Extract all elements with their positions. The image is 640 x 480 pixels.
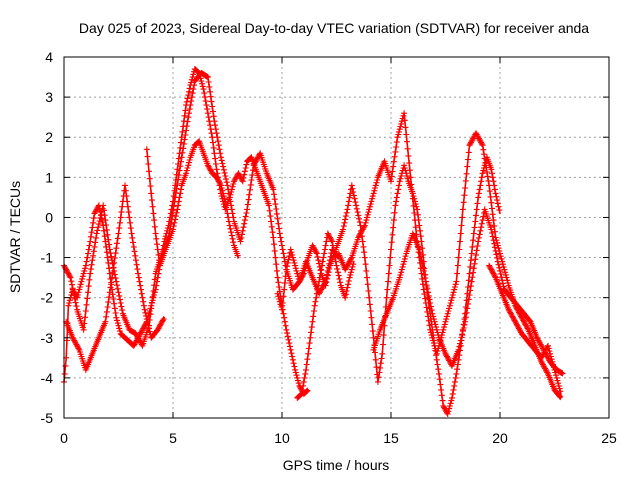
x-tick-label: 20 <box>492 430 508 446</box>
series-satellite-track-1 <box>61 66 311 397</box>
plot-frame <box>63 56 610 419</box>
y-tick-label: 2 <box>45 129 53 145</box>
series-layer <box>61 66 566 417</box>
series-markers <box>63 182 167 373</box>
series-markers <box>61 66 311 397</box>
series-markers <box>486 262 564 395</box>
y-tick-label: 4 <box>45 49 53 65</box>
y-tick-label: -5 <box>41 410 54 426</box>
x-tick-label: 0 <box>60 430 68 446</box>
y-tick-label: 0 <box>45 209 53 225</box>
series-satellite-track-3 <box>63 182 167 373</box>
x-tick-label: 25 <box>601 430 617 446</box>
x-tick-label: 10 <box>274 430 290 446</box>
series-markers <box>143 138 241 269</box>
series-satellite-track-8 <box>486 262 564 395</box>
y-tick-label: -2 <box>41 290 54 306</box>
series-markers <box>370 206 566 377</box>
series-satellite-track-2 <box>61 70 341 349</box>
x-axis-label: GPS time / hours <box>283 457 390 473</box>
y-tick-label: 1 <box>45 169 53 185</box>
grid-layer <box>64 57 609 418</box>
x-tick-label: 5 <box>169 430 177 446</box>
series-line <box>337 112 562 399</box>
series-line <box>63 72 340 347</box>
series-satellite-track-4 <box>143 138 241 269</box>
y-axis-label: SDTVAR / TECUs <box>7 181 23 293</box>
x-tick-label: 15 <box>383 430 399 446</box>
tick-layer: 0 5 10 15 20 25 -5 -4 -3 -2 -1 0 1 2 3 4 <box>41 49 617 446</box>
y-tick-label: -4 <box>41 370 54 386</box>
y-tick-label: -3 <box>41 330 54 346</box>
series-line <box>276 156 501 415</box>
y-tick-label: 3 <box>45 89 53 105</box>
y-tick-label: -1 <box>41 250 54 266</box>
series-satellite-track-9 <box>294 230 357 401</box>
series-markers <box>61 70 341 349</box>
series-satellite-track-7 <box>370 206 566 377</box>
series-markers <box>294 230 357 401</box>
chart-title: Day 025 of 2023, Sidereal Day-to-day VTE… <box>79 20 589 36</box>
